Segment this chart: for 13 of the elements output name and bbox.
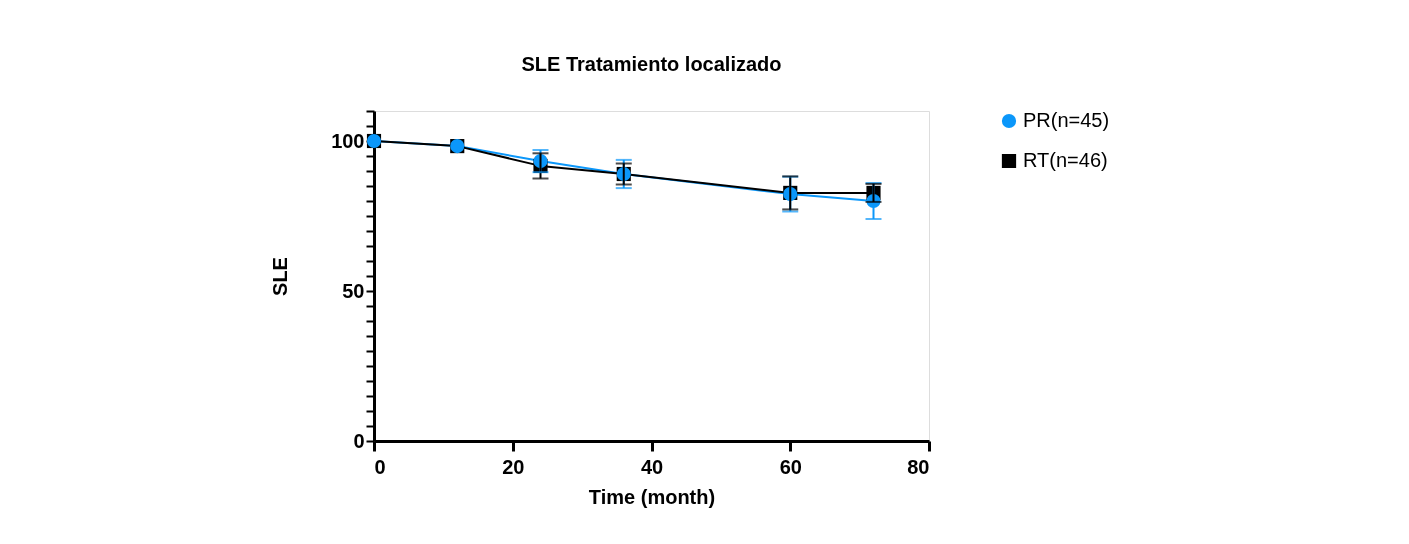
y-tick-label: 50 [342,279,365,302]
x-axis-title: Time (month) [588,485,716,508]
y-axis-title: SLE [269,257,292,296]
chart-title: SLE Tratamiento localizado [521,53,782,75]
x-tick-label: 60 [779,455,802,478]
x-tick-label: 80 [907,455,930,478]
x-tick-label: 0 [374,455,386,478]
legend-label: PR(n=45) [1023,109,1110,131]
x-tick-label: 40 [640,455,664,478]
y-tick-label: 100 [331,129,365,152]
legend-label: RT(n=46) [1023,149,1108,171]
x-tick-label: 20 [502,455,525,478]
y-tick-label: 0 [353,429,365,452]
